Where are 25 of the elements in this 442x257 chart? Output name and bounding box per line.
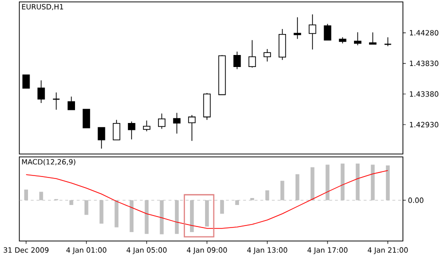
candlestick [308,14,316,50]
candlestick [22,74,30,89]
candlestick [173,112,181,134]
candlestick [142,120,150,132]
candlestick [233,51,241,70]
candlestick [98,126,106,149]
bar [220,200,224,214]
candlestick [264,48,271,62]
candlestick [68,96,76,110]
candlestick [354,32,362,46]
candlestick [248,40,256,68]
candlestick [369,32,376,45]
candlestick [37,80,45,104]
candlestick [128,120,136,140]
candlestick [294,16,302,40]
candlestick [324,23,332,40]
candlestick [112,119,120,140]
bar [100,200,104,224]
candlestick [278,28,286,60]
candlestick [82,108,90,128]
bar [144,200,149,234]
candlestick [188,114,196,142]
candlestick [203,92,211,120]
candlestick [158,113,166,130]
candlestick [52,92,60,110]
